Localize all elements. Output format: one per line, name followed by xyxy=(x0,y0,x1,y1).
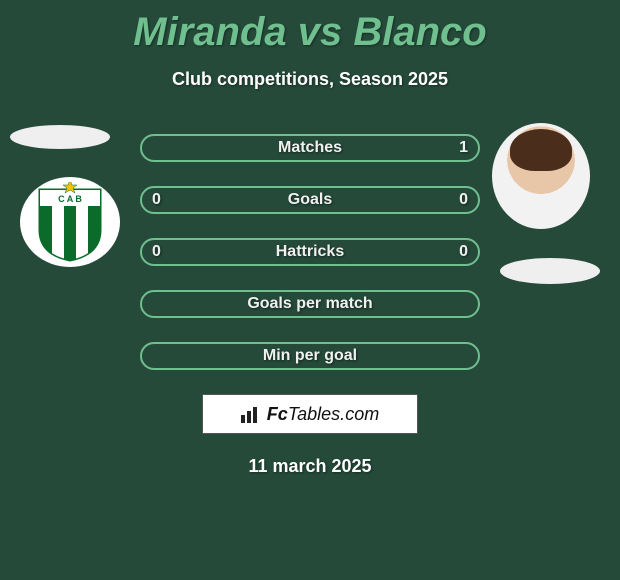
svg-text:C A B: C A B xyxy=(58,194,82,204)
stat-label: Matches xyxy=(278,139,342,157)
stat-right-value: 1 xyxy=(459,139,468,157)
stat-left-value: 0 xyxy=(152,191,161,209)
stat-label: Goals xyxy=(288,191,332,209)
stat-row-hattricks: 0 Hattricks 0 xyxy=(140,238,480,266)
player-right-club-badge-placeholder xyxy=(500,258,600,284)
stat-row-min-per-goal: Min per goal xyxy=(140,342,480,370)
stat-row-goals: 0 Goals 0 xyxy=(140,186,480,214)
stat-left-value: 0 xyxy=(152,243,161,261)
stat-right-value: 0 xyxy=(459,243,468,261)
page-title: Miranda vs Blanco xyxy=(0,0,620,55)
player-left-photo-placeholder xyxy=(10,125,110,149)
stat-label: Min per goal xyxy=(263,347,357,365)
stat-label: Hattricks xyxy=(276,243,344,261)
club-shield-icon: C A B xyxy=(35,182,105,262)
brand-text: FcTables.com xyxy=(267,404,379,425)
player-right-photo xyxy=(492,123,590,229)
stat-label: Goals per match xyxy=(247,295,372,313)
player-left-club-badge: C A B xyxy=(20,177,120,267)
stat-row-goals-per-match: Goals per match xyxy=(140,290,480,318)
bars-icon xyxy=(241,405,261,423)
comparison-date: 11 march 2025 xyxy=(0,456,620,477)
page-subtitle: Club competitions, Season 2025 xyxy=(0,69,620,90)
brand-badge: FcTables.com xyxy=(202,394,418,434)
stat-row-matches: Matches 1 xyxy=(140,134,480,162)
stat-right-value: 0 xyxy=(459,191,468,209)
